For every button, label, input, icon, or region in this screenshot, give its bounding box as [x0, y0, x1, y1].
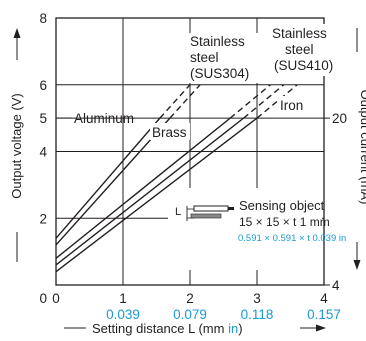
plot-frame	[55, 17, 325, 286]
x-tick-label-in: 0.039	[106, 307, 140, 322]
label-sus410-line2: steel	[285, 42, 314, 57]
label-sus410: Stainless steel (SUS410)	[270, 24, 336, 76]
x-tick-label: 2	[186, 291, 194, 306]
y2-axis-label: Output current (mA)	[353, 28, 366, 270]
series-line-4	[55, 117, 258, 273]
inset-line3: 0.591 × 0.591 × t 0.039 in	[238, 233, 346, 244]
y2-axis-title: Output current (mA)	[358, 90, 366, 205]
y-axis-label: Output voltage (V)	[9, 28, 24, 262]
label-brass-bg	[150, 123, 190, 140]
y-ticks: 2 4 5 6 8 0	[39, 11, 47, 306]
inset-distance-label: L	[175, 206, 181, 218]
y-tick-label: 2	[39, 211, 47, 226]
x-axis-title: Setting distance L (mm in)	[92, 321, 243, 336]
label-iron: Iron	[280, 98, 303, 113]
x-axis-label: Setting distance L (mm in)	[64, 321, 326, 336]
y-tick-label: 4	[39, 145, 47, 160]
label-sus304-line1: Stainless	[190, 34, 245, 49]
y-tick-label: 8	[39, 11, 47, 26]
y-tick-label: 6	[39, 78, 47, 93]
y-tick-label: 5	[39, 111, 47, 126]
sensor-probe-icon	[193, 205, 229, 212]
inset-line1: Sensing object	[239, 198, 325, 213]
label-aluminum: Aluminum	[74, 111, 134, 126]
y2-tick-label: 4	[332, 278, 340, 293]
series-line-2	[55, 117, 231, 259]
label-sus410-line1: Stainless	[272, 26, 327, 41]
series-lines	[55, 84, 298, 273]
x-tick-label-in: 0.079	[173, 307, 207, 322]
series-dashed-2	[229, 84, 271, 119]
label-sus304-line2: steel	[190, 50, 219, 65]
y-axis-title: Output voltage (V)	[9, 93, 24, 199]
sensing-object-inset: L Sensing object 15 × 15 × t 1 mm 0.591 …	[168, 188, 346, 270]
y2-ticks: 4 20	[324, 111, 347, 293]
y2-tick-label: 20	[332, 111, 347, 126]
series-dashed-1	[169, 84, 201, 119]
x-tick-label: 1	[119, 291, 127, 306]
label-sus410-line3: (SUS410)	[274, 58, 333, 73]
series-dashed-4	[256, 84, 298, 119]
x-tick-label-in: 0.157	[307, 307, 341, 322]
inset-line2: 15 × 15 × t 1 mm	[239, 215, 330, 229]
x-tick-label: 4	[320, 291, 328, 306]
y-tick-label: 0	[39, 291, 47, 306]
x-tick-label: 0	[52, 291, 60, 306]
series-dashed-0	[159, 84, 191, 119]
series-dashed-3	[243, 84, 285, 119]
x-tick-label-in: 0.118	[241, 307, 274, 322]
target-plate-icon	[190, 213, 222, 219]
label-brass: Brass	[152, 125, 187, 140]
label-sus304: Stainless steel (SUS304)	[184, 33, 258, 83]
label-sus304-line3: (SUS304)	[190, 66, 249, 81]
label-iron-bg	[278, 96, 306, 113]
x-tick-label: 3	[253, 291, 261, 306]
series-line-3	[55, 117, 245, 266]
x-ticks: 0 1 2 3 4 0.039 0.079 0.118 0.157	[52, 291, 341, 322]
series-line-0	[55, 117, 161, 239]
